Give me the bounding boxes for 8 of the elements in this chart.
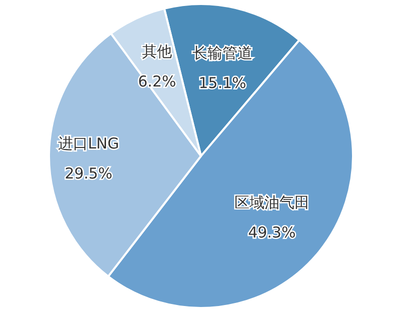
slice-label: 区域油气田 xyxy=(234,193,310,212)
data-label: 15.1% xyxy=(198,74,246,92)
data-label: 29.5% xyxy=(64,164,112,183)
data-label: 49.3% xyxy=(248,223,296,242)
data-label: 6.2% xyxy=(138,72,176,90)
slice-label: 其他 xyxy=(142,42,172,60)
slice-label: 长输管道 xyxy=(192,44,252,62)
slice-label: 进口LNG xyxy=(58,134,120,153)
